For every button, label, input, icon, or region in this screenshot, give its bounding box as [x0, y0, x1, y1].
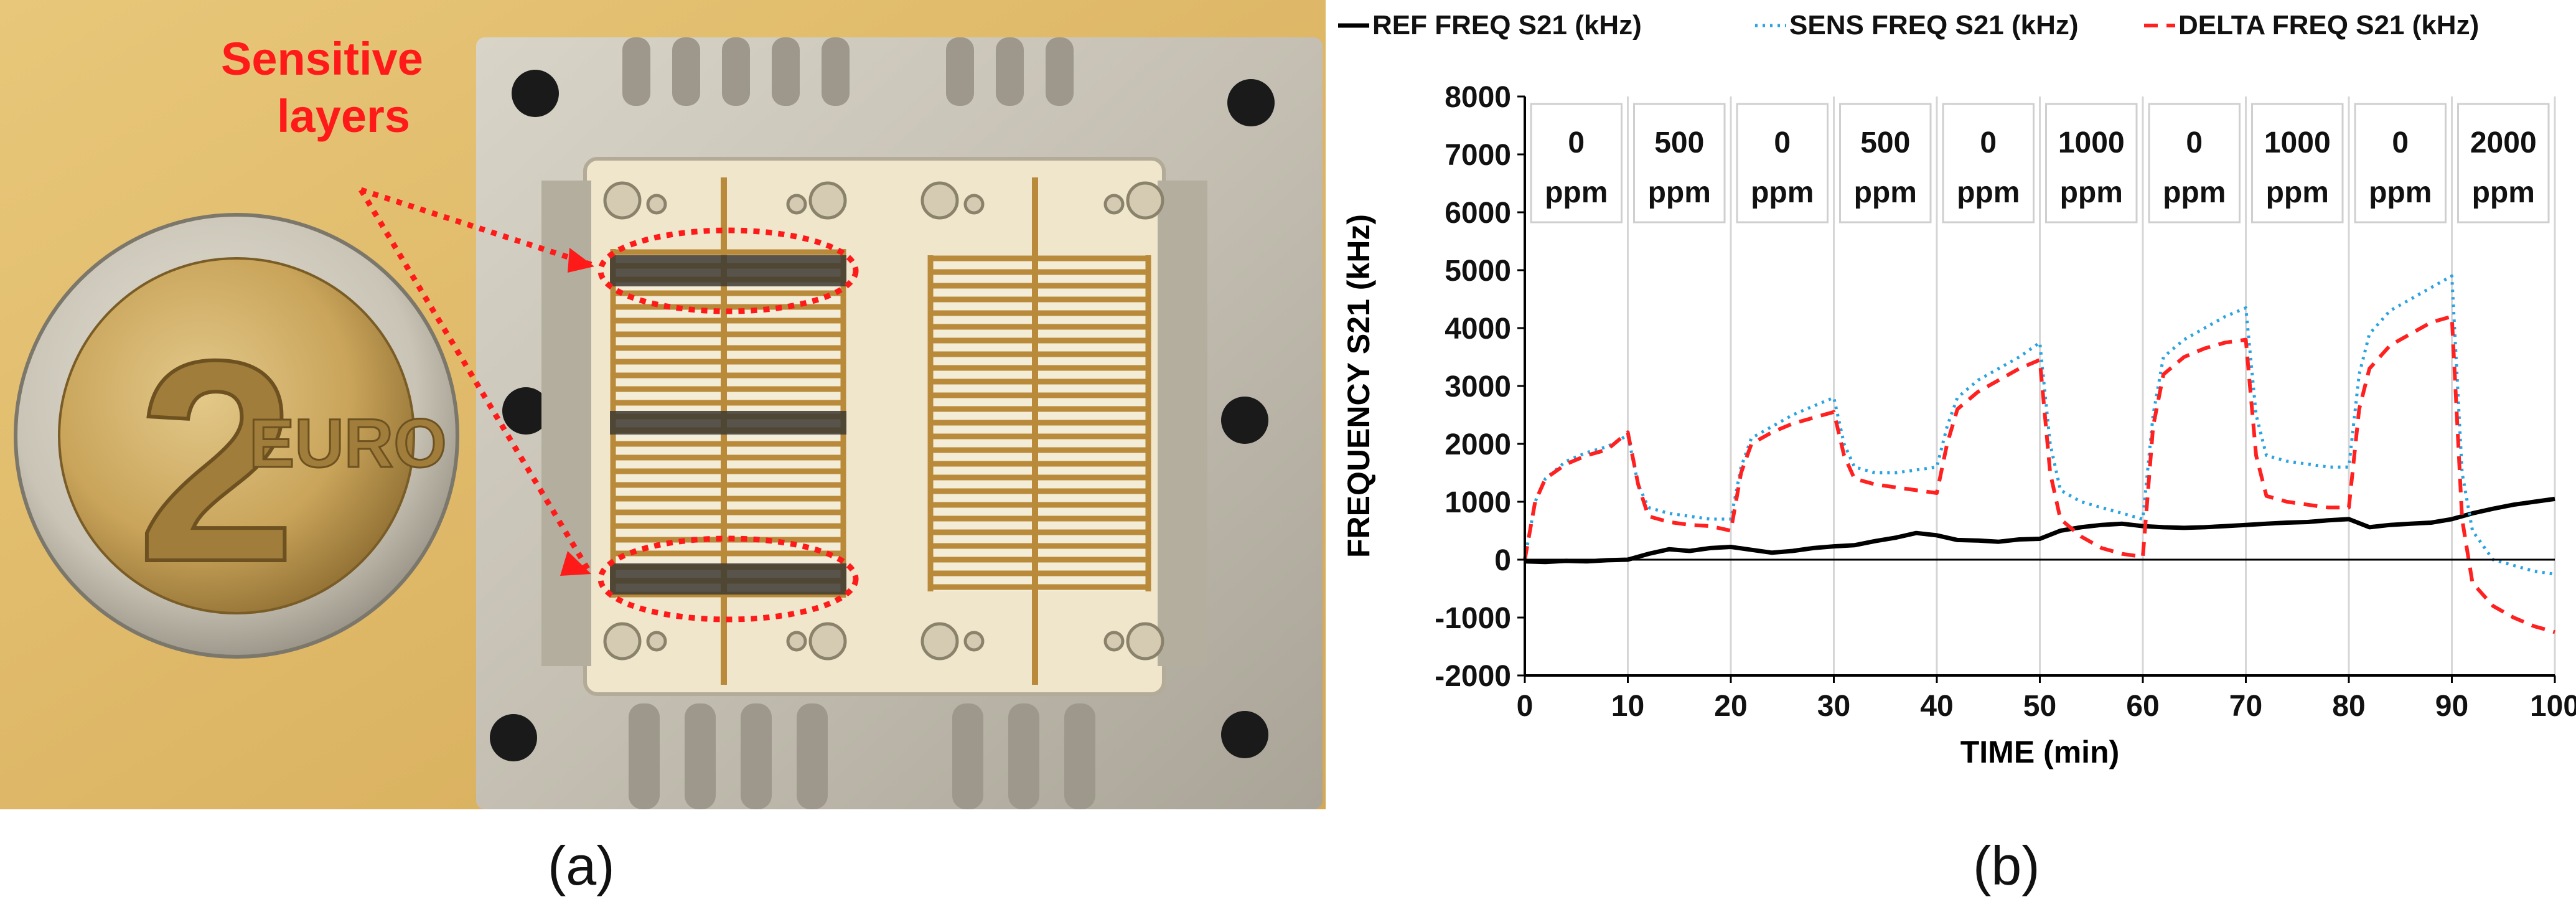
x-tick-label: 80 — [2332, 690, 2365, 723]
holder-slots-top — [622, 37, 1074, 106]
x-tick-label: 10 — [1611, 690, 1644, 723]
phase-box — [2148, 103, 2241, 223]
phase-box — [1530, 103, 1623, 223]
phase-box — [1839, 103, 1932, 223]
y-tick-label: 3000 — [1445, 370, 1511, 403]
coin-numeral: 2 — [137, 302, 296, 621]
y-axis-label: FREQUENCY S21 (kHz) — [1341, 214, 1376, 558]
chart-panel: REF FREQ S21 (kHz) SENS FREQ S21 (kHz) DEL… — [1326, 0, 2576, 809]
legend-entry-sens: SENS FREQ S21 (kHz) — [1789, 10, 2079, 40]
chart-legend: REF FREQ S21 (kHz) SENS FREQ S21 (kHz) DEL… — [1338, 10, 2479, 40]
phase-box — [2457, 103, 2550, 223]
panel-b-caption: (b) — [1973, 835, 2040, 896]
substrate-holes-bottom — [603, 622, 1164, 661]
phase-box — [2045, 103, 2138, 223]
phase-concentration: 0 — [1980, 126, 1997, 159]
delta-series-line — [1523, 314, 2555, 634]
substrate-holes-top — [603, 181, 1164, 220]
right-idt-electrodes — [927, 177, 1151, 685]
phase-box — [1633, 103, 1726, 223]
sensitive-layer-top — [610, 255, 846, 286]
y-tick-label: 5000 — [1445, 255, 1511, 288]
phase-unit: ppm — [2266, 176, 2329, 209]
phase-boxes: 0 ppm 500 ppm 0 ppm 500 ppm 0 ppm 1000 ppm 0 ppm 1000 p… — [1530, 103, 2550, 223]
phase-concentration: 1000 — [2058, 126, 2125, 159]
frequency-chart: REF FREQ S21 (kHz) SENS FREQ S21 (kHz) DEL… — [1338, 10, 2576, 769]
highlight-ellipse-bottom — [597, 535, 859, 623]
legend-entry-delta: DELTA FREQ S21 (kHz) — [2178, 10, 2479, 40]
legend-entry-ref: REF FREQ S21 (kHz) — [1372, 10, 1642, 40]
y-tick-label: -2000 — [1435, 660, 1511, 693]
screw-holes — [490, 70, 1275, 761]
phase-concentration: 0 — [2392, 126, 2409, 159]
phase-concentration: 0 — [1568, 126, 1585, 159]
y-tick-label: 8000 — [1445, 81, 1511, 114]
label-line-1: Sensitive — [221, 33, 423, 85]
phase-concentration: 500 — [1860, 126, 1910, 159]
y-tick-label: 0 — [1494, 544, 1511, 577]
arrow-heads — [560, 248, 594, 576]
sensitive-layers-label: Sensitive layers — [221, 33, 423, 142]
phase-unit: ppm — [1545, 176, 1608, 209]
phase-unit: ppm — [2472, 176, 2535, 209]
ref-series-line — [1524, 496, 2555, 565]
phase-unit: ppm — [2163, 176, 2226, 209]
x-tick-label: 60 — [2126, 690, 2159, 723]
chart-axes: -2000-1000010002000300040005000600070008… — [1435, 81, 2576, 723]
highlight-ellipse-top — [597, 227, 859, 314]
x-tick-label: 30 — [1817, 690, 1850, 723]
phase-unit: ppm — [1751, 176, 1814, 209]
x-tick-label: 70 — [2229, 690, 2262, 723]
right-bus-line — [1032, 177, 1038, 685]
y-tick-label: 4000 — [1445, 313, 1511, 346]
photo-panel: 2 EURO Sensitive layers — [0, 0, 1326, 809]
phase-box — [1736, 103, 1829, 223]
phase-box — [2354, 103, 2447, 223]
phase-unit: ppm — [2369, 176, 2432, 209]
substrate-right-rail — [1158, 181, 1207, 666]
phase-unit: ppm — [2060, 176, 2123, 209]
sensor-photo: 2 EURO Sensitive layers — [0, 0, 1326, 809]
holder-slots-bottom — [629, 703, 1095, 809]
phase-box — [1942, 103, 2035, 223]
annotation-arrows — [358, 187, 592, 571]
panel-a-caption: (a) — [548, 835, 615, 896]
y-tick-label: 7000 — [1445, 139, 1511, 172]
two-euro-coin: 2 EURO — [14, 213, 459, 659]
sensitive-layer-bottom — [610, 563, 846, 595]
y-tick-label: 1000 — [1445, 486, 1511, 519]
chart-series — [1523, 274, 2555, 634]
x-tick-label: 100 — [2530, 690, 2576, 723]
label-line-2: layers — [277, 90, 410, 142]
phase-concentration: 1000 — [2264, 126, 2331, 159]
phase-unit: ppm — [1957, 176, 2020, 209]
y-tick-label: 2000 — [1445, 428, 1511, 461]
sensitive-layer-middle — [610, 411, 846, 435]
phase-box — [2251, 103, 2344, 223]
phase-concentration: 0 — [2186, 126, 2203, 159]
x-tick-label: 20 — [1714, 690, 1747, 723]
substrate-left-rail — [541, 181, 591, 666]
x-tick-label: 40 — [1920, 690, 1953, 723]
phase-concentration: 2000 — [2470, 126, 2537, 159]
x-tick-label: 0 — [1517, 690, 1534, 723]
chart-grid — [1627, 96, 2556, 675]
phase-unit: ppm — [1648, 176, 1711, 209]
left-idt-electrodes — [610, 177, 846, 685]
x-tick-label: 90 — [2435, 690, 2468, 723]
x-axis-label: TIME (min) — [1960, 735, 2120, 769]
phase-unit: ppm — [1854, 176, 1917, 209]
x-tick-label: 50 — [2023, 690, 2056, 723]
y-tick-label: 6000 — [1445, 197, 1511, 230]
y-tick-label: -1000 — [1435, 602, 1511, 635]
phase-concentration: 500 — [1654, 126, 1704, 159]
coin-word: EURO — [249, 405, 447, 482]
phase-concentration: 0 — [1774, 126, 1791, 159]
